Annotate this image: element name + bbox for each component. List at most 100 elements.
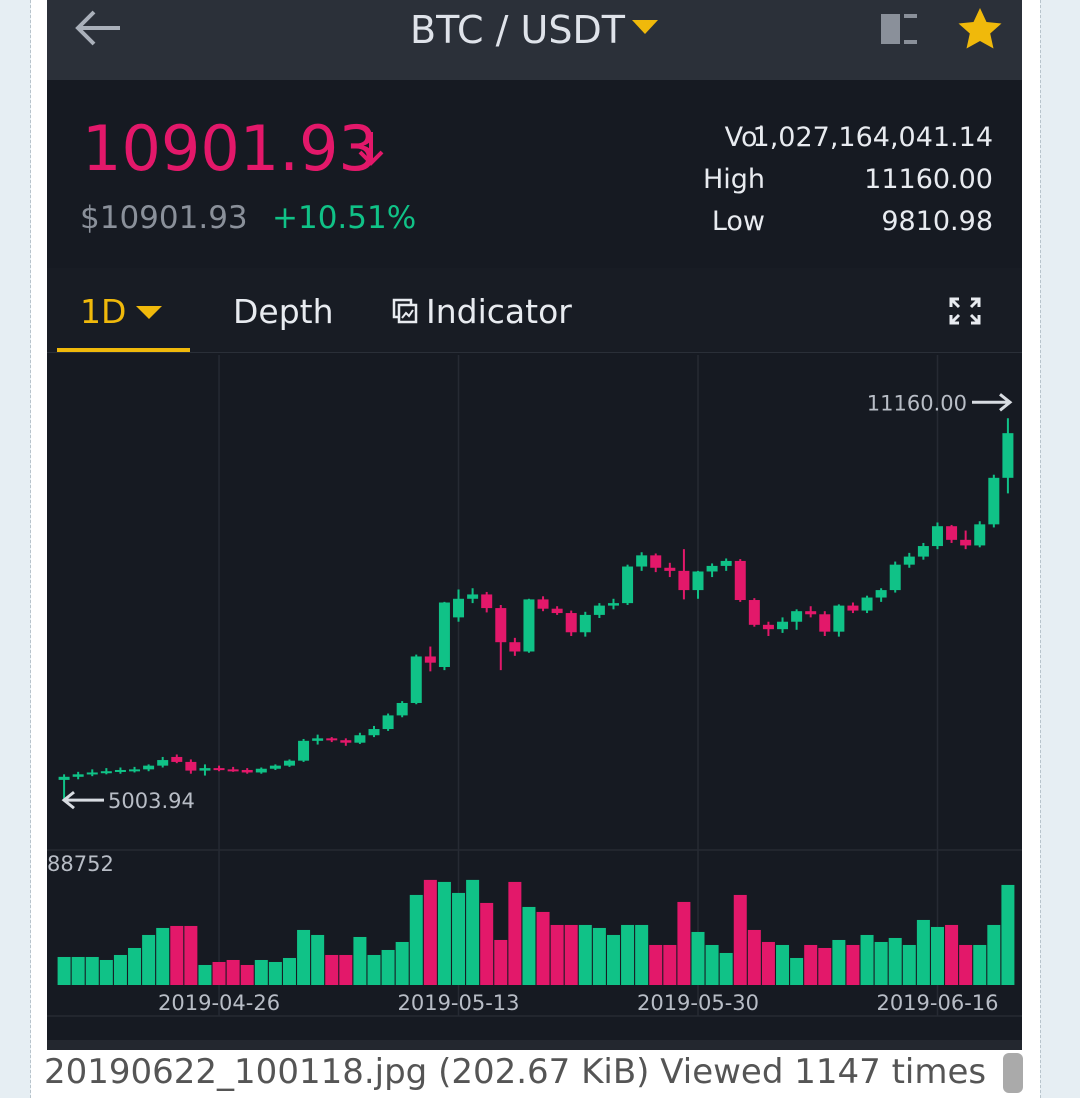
candle-body: [143, 765, 155, 770]
volume-bar: [776, 944, 790, 985]
x-tick-label: 2019-05-13: [397, 991, 519, 1015]
dropdown-icon[interactable]: [630, 18, 660, 36]
volume-bar: [973, 944, 987, 985]
candle-body: [424, 656, 436, 663]
volume-bar: [494, 939, 508, 985]
volume-bar: [902, 944, 916, 985]
volume-bar: [71, 956, 85, 985]
candle-body: [453, 598, 465, 618]
volume-bar: [761, 941, 775, 985]
candle-body: [960, 539, 972, 546]
volume-bar: [790, 957, 804, 985]
tab-dropdown[interactable]: [134, 304, 164, 320]
volume-bar: [804, 944, 818, 985]
candle-body: [171, 756, 183, 762]
volume-bar: [395, 941, 409, 985]
volume-bar: [240, 964, 254, 985]
last-price: 10901.93: [82, 112, 378, 185]
x-tick-label: 2019-06-16: [876, 991, 998, 1015]
volume-bar: [522, 906, 536, 985]
candle-body: [100, 771, 112, 774]
volume-bar: [733, 894, 747, 985]
scrollbar: [1003, 1053, 1023, 1093]
candle-body: [861, 597, 873, 611]
candle-body: [298, 740, 310, 761]
back-button[interactable]: [72, 8, 124, 48]
candle-body: [410, 656, 422, 703]
candle-body: [481, 594, 493, 609]
volume-bar: [606, 934, 620, 985]
volume-bar: [832, 939, 846, 985]
volume-bar: [550, 924, 564, 985]
low-marker-arrow: [61, 790, 104, 810]
candle-body: [241, 769, 253, 773]
high-marker-label: 11160.00: [867, 391, 967, 415]
candle-body: [650, 555, 662, 568]
candle-body: [326, 738, 338, 741]
stat-label: High: [702, 164, 765, 195]
volume-bar: [423, 879, 437, 985]
volume-bar: [578, 924, 592, 985]
volume-bar: [874, 941, 888, 985]
candle-body: [664, 567, 676, 571]
volume-bar: [621, 924, 635, 985]
down-arrow: [358, 132, 384, 166]
candle-body: [565, 613, 577, 633]
tab-indicator[interactable]: Indicator: [426, 292, 572, 331]
candle-body: [467, 594, 479, 599]
volume-bar: [156, 927, 170, 985]
volume-bar: [99, 959, 113, 985]
pair-title[interactable]: BTC / USDT: [410, 8, 625, 52]
candle-body: [114, 769, 126, 772]
volume-bar: [452, 892, 466, 985]
candle-body: [819, 614, 831, 632]
volume-bar: [353, 936, 367, 985]
candle-body: [988, 477, 1000, 525]
tab-depth[interactable]: Depth: [233, 292, 334, 331]
candle-body: [213, 768, 225, 771]
candlestick-chart: 2019-04-26 2019-05-13 2019-05-30 2019-06-16…: [47, 355, 1022, 1017]
candle-body: [340, 740, 352, 743]
volume-bar: [1001, 884, 1015, 985]
low-marker-label: 5003.94: [108, 789, 195, 813]
candle-body: [72, 774, 84, 777]
split-icon[interactable]: [878, 8, 922, 50]
volume-bar: [437, 881, 451, 985]
candle-body: [199, 768, 211, 771]
candle-body: [368, 729, 380, 736]
candle-body: [283, 760, 295, 766]
candle-body: [382, 715, 394, 730]
volume-bar: [170, 925, 184, 985]
volume-bar: [212, 961, 226, 985]
candle-body: [312, 738, 324, 741]
volume-bar: [987, 924, 1001, 985]
candle-body: [974, 524, 986, 546]
candle-body: [931, 526, 943, 547]
candle-body: [438, 602, 450, 668]
tab-bar: [47, 268, 1022, 353]
volume-bar: [719, 952, 733, 985]
candle-body: [720, 560, 732, 566]
volume-bar: [564, 924, 578, 985]
candle-body: [791, 611, 803, 622]
top-bar: [47, 0, 1022, 80]
candle-body: [622, 566, 634, 604]
candle-body: [1002, 433, 1014, 478]
candle-body: [523, 599, 535, 652]
candle-body: [946, 526, 958, 540]
tab-interval[interactable]: 1D: [80, 292, 127, 331]
volume-bar: [184, 925, 198, 985]
fullscreen-button[interactable]: [948, 296, 982, 326]
candle-body: [495, 608, 507, 643]
candle-body: [636, 555, 648, 567]
indicator-icon[interactable]: [392, 298, 418, 324]
margin-left: [0, 0, 31, 1098]
volume-bar: [747, 929, 761, 985]
candle-body: [396, 702, 408, 716]
favorite-star[interactable]: [956, 6, 1004, 52]
candle-body: [185, 761, 197, 771]
volume-bar: [945, 924, 959, 985]
volume-bar: [959, 944, 973, 985]
candle-body: [255, 768, 267, 773]
